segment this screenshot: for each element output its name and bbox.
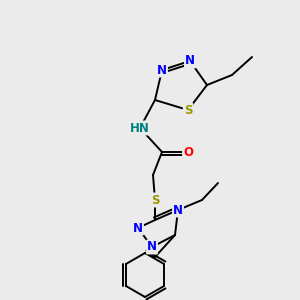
Text: O: O	[183, 146, 193, 158]
Text: S: S	[184, 103, 192, 116]
Text: HN: HN	[130, 122, 150, 134]
Text: N: N	[157, 64, 167, 76]
Text: S: S	[151, 194, 159, 206]
Text: N: N	[147, 241, 157, 254]
Text: N: N	[185, 55, 195, 68]
Text: N: N	[133, 221, 143, 235]
Text: N: N	[173, 203, 183, 217]
